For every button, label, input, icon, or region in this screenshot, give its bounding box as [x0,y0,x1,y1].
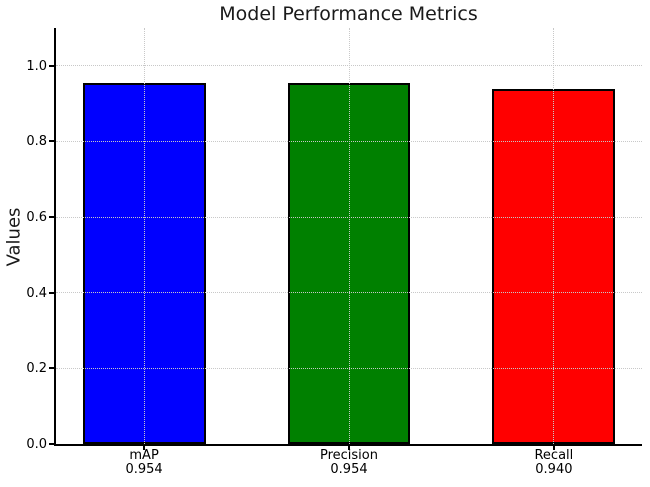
x-tick-mark [143,446,146,450]
x-tick-value: 0.954 [330,462,368,477]
x-tick-label: mAP 0.954 [74,449,214,477]
y-tick-label: 1.0 [26,58,47,74]
x-gridline [348,28,350,444]
y-tick-mark [49,216,54,219]
y-tick-mark [49,291,54,294]
x-tick-mark [552,446,555,450]
chart-title: Model Performance Metrics [219,3,478,25]
x-gridline [553,28,555,444]
x-tick-value: 0.954 [125,462,163,477]
x-tick-label: Recall 0.940 [484,449,624,477]
x-tick-category: mAP [129,448,159,463]
y-tick-mark [49,64,54,67]
x-tick-mark [348,446,350,450]
y-tick-label: 0.6 [26,210,47,226]
plot-area [54,28,642,446]
y-tick-label: 0.4 [26,285,47,301]
y-tick-mark [49,367,54,370]
y-tick-label: 0.2 [26,361,47,377]
x-tick-label: Precision 0.954 [279,449,419,477]
y-tick-label: 0.0 [26,437,47,452]
x-tick-value: 0.940 [535,462,573,477]
y-tick-label: 0.8 [26,134,47,150]
x-gridline [143,28,145,444]
y-tick-mark [49,140,54,143]
x-tick-category: Recall [534,448,574,463]
y-tick-mark [49,443,54,445]
x-tick-category: Precision [319,448,378,463]
